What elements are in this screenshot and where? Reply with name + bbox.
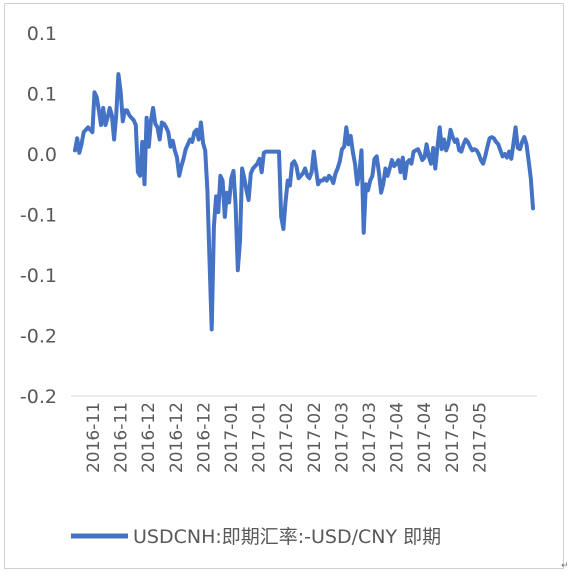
x-tick-label: 2017-04 xyxy=(388,402,408,473)
x-tick-label: 2016-12 xyxy=(167,402,187,473)
y-tick-label: -0.2 xyxy=(20,326,57,348)
x-tick-label: 2017-02 xyxy=(277,402,297,473)
legend-label: USDCNH:即期汇率:-USD/CNY 即期 xyxy=(133,526,441,548)
y-tick-label: 0.0 xyxy=(27,144,57,166)
y-tick-label: -0.2 xyxy=(20,386,57,408)
paragraph-return-mark: ↵ xyxy=(561,561,569,571)
y-tick-label: 0.1 xyxy=(27,23,57,45)
x-tick-label: 2016-11 xyxy=(84,402,104,473)
x-tick-label: 2017-04 xyxy=(415,402,435,473)
y-tick-label: -0.1 xyxy=(20,265,57,287)
x-tick-label: 2016-12 xyxy=(139,402,159,473)
y-tick-label: 0.1 xyxy=(27,84,57,106)
x-tick-label: 2016-11 xyxy=(112,402,132,473)
x-tick-label: 2017-01 xyxy=(222,402,242,473)
x-axis: 2016-11 2016-11 2016-12 2016-12 2016-12 2017-… xyxy=(84,402,490,473)
y-tick-label: -0.1 xyxy=(20,205,57,227)
x-tick-label: 2016-12 xyxy=(194,402,214,473)
series-group xyxy=(73,72,535,332)
x-tick-label: 2017-01 xyxy=(250,402,270,473)
x-tick-label: 2017-03 xyxy=(360,402,380,473)
y-axis: 0.1 0.1 0.0 -0.1 -0.1 -0.2 -0.2 xyxy=(20,23,57,408)
x-tick-label: 2017-02 xyxy=(305,402,325,473)
series-line xyxy=(73,72,535,332)
legend: USDCNH:即期汇率:-USD/CNY 即期 xyxy=(71,526,441,548)
x-tick-label: 2017-05 xyxy=(443,402,463,473)
x-tick-label: 2017-05 xyxy=(470,402,490,473)
x-tick-label: 2017-03 xyxy=(332,402,352,473)
